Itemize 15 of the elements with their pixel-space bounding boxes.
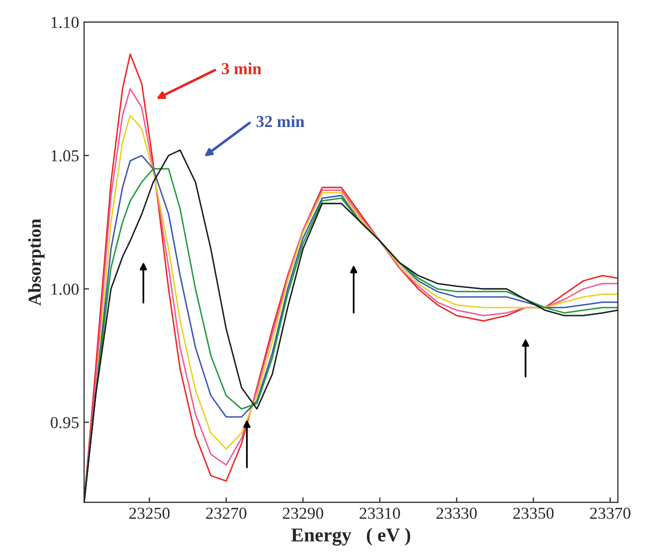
x-tick-label: 23370 (590, 508, 630, 519)
annotation: 3 min (222, 62, 262, 74)
y-tick-label: 1.10 (52, 16, 79, 28)
x-tick-label: 23250 (129, 508, 170, 519)
x-tick-label: 23350 (513, 508, 554, 519)
y-tick-label: 0.95 (50, 416, 79, 428)
y-tick-label: 1.00 (52, 284, 79, 295)
x-tick-label: 23270 (206, 508, 246, 519)
x-tick-label: 23330 (436, 508, 477, 519)
x-axis-title: Energy ( eV ) (291, 528, 410, 546)
x-tick-label: 23310 (360, 508, 400, 519)
y-tick-label: 1.05 (52, 150, 79, 162)
annotation: 32 min (256, 115, 304, 128)
y-axis-title: Absorption (28, 218, 45, 306)
x-tick-label: 23290 (282, 508, 324, 519)
